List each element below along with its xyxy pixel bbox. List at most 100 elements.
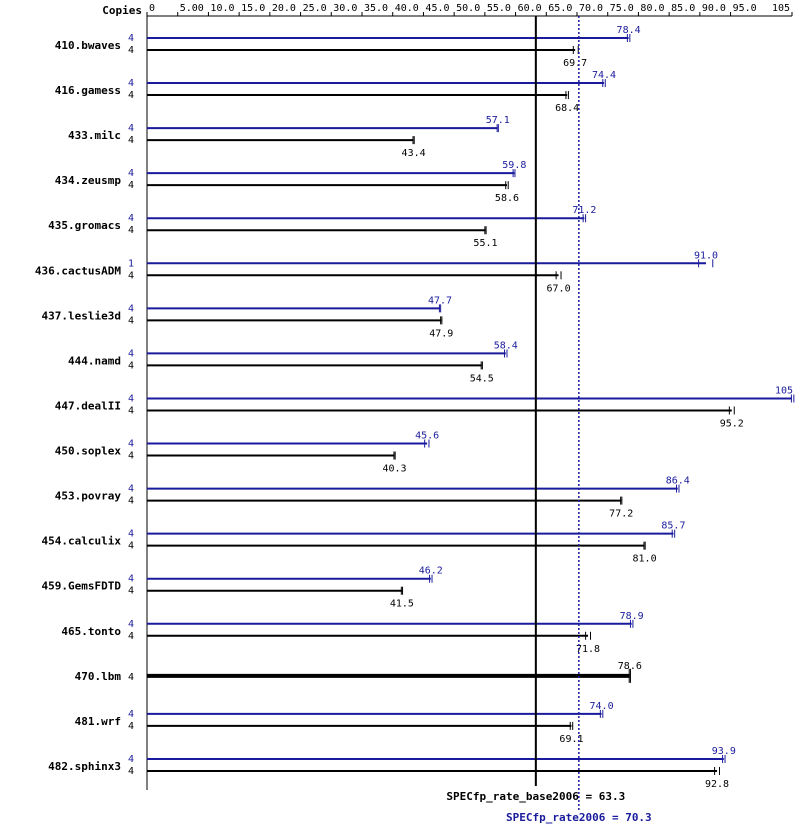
base-value-label: 69.1 bbox=[559, 734, 583, 745]
reference-lines: SPECfp_rate_base2006 = 63.3 SPECfp_rate20… bbox=[446, 16, 652, 824]
benchmark-label: 416.gamess bbox=[55, 84, 121, 97]
peak-value-label: 57.1 bbox=[486, 115, 510, 126]
base-value-label: 92.8 bbox=[705, 779, 729, 790]
peak-value-label: 78.4 bbox=[617, 25, 641, 36]
x-tick-label: 15.0 bbox=[241, 3, 265, 14]
base-value-label: 47.9 bbox=[429, 328, 453, 339]
copies-label: 4 bbox=[128, 348, 134, 359]
benchmark-label: 482.sphinx3 bbox=[48, 760, 121, 773]
x-tick-label: 50.0 bbox=[456, 3, 480, 14]
benchmark-label: 444.namd bbox=[68, 354, 121, 367]
peak-reference-label: SPECfp_rate2006 = 70.3 bbox=[506, 811, 652, 824]
base-value-label: 40.3 bbox=[383, 464, 407, 475]
benchmark-row: 470.lbm 4 78.6 bbox=[75, 661, 642, 683]
copies-label: 4 bbox=[128, 496, 134, 507]
benchmark-row: 447.dealII 4 105 4 95.2 bbox=[55, 385, 795, 429]
base-value-label: 77.2 bbox=[609, 509, 633, 520]
x-axis: 0 5.00 10.0 15.0 20.0 25.0 30.0 35.0 40.0 45.0 50.… bbox=[146, 3, 793, 790]
base-reference-label: SPECfp_rate_base2006 = 63.3 bbox=[446, 790, 625, 803]
benchmark-label: 454.calculix bbox=[42, 535, 122, 548]
peak-value-label: 47.7 bbox=[428, 295, 452, 306]
benchmark-row: 434.zeusmp 4 59.8 4 58.6 bbox=[55, 160, 527, 204]
peak-value-label: 74.0 bbox=[590, 701, 614, 712]
copies-label: 4 bbox=[128, 33, 134, 44]
peak-value-label: 105 bbox=[775, 385, 793, 396]
peak-value-label: 45.6 bbox=[415, 431, 439, 442]
copies-label: 4 bbox=[128, 541, 134, 552]
benchmark-row: 450.soplex 4 45.6 4 40.3 bbox=[55, 431, 439, 475]
benchmark-row: 459.GemsFDTD 4 46.2 4 41.5 bbox=[42, 566, 443, 610]
copies-label: 4 bbox=[128, 586, 134, 597]
base-value-label: 41.5 bbox=[390, 599, 414, 610]
copies-label: 4 bbox=[128, 439, 134, 450]
copies-label: 4 bbox=[128, 393, 134, 404]
copies-label: 4 bbox=[128, 405, 134, 416]
x-tick-label: 55.0 bbox=[487, 3, 511, 14]
base-value-label: 68.4 bbox=[555, 103, 579, 114]
benchmark-label: 437.leslie3d bbox=[42, 309, 121, 322]
x-tick-label: 40.0 bbox=[395, 3, 419, 14]
benchmark-row: 433.milc 4 57.1 4 43.4 bbox=[68, 115, 510, 159]
benchmark-row: 436.cactusADM 1 91.0 4 67.0 bbox=[35, 250, 718, 294]
base-value-label: 55.1 bbox=[473, 238, 497, 249]
benchmark-label: 436.cactusADM bbox=[35, 264, 121, 277]
benchmark-row: 465.tonto 4 78.9 4 71.8 bbox=[61, 611, 643, 655]
benchmark-label: 447.dealII bbox=[55, 399, 121, 412]
benchmark-label: 435.gromacs bbox=[48, 219, 121, 232]
copies-label: 4 bbox=[128, 709, 134, 720]
x-tick-label: 70.0 bbox=[579, 3, 603, 14]
x-tick-label: 35.0 bbox=[364, 3, 388, 14]
base-value-label: 95.2 bbox=[720, 418, 744, 429]
copies-label: 4 bbox=[128, 135, 134, 146]
benchmark-row: 482.sphinx3 4 93.9 4 92.8 bbox=[48, 746, 736, 790]
copies-label: 4 bbox=[128, 619, 134, 630]
copies-label: 4 bbox=[128, 451, 134, 462]
copies-label: 4 bbox=[128, 168, 134, 179]
copies-label: 4 bbox=[128, 484, 134, 495]
base-value-label: 71.8 bbox=[576, 644, 600, 655]
benchmark-label: 470.lbm bbox=[75, 670, 122, 683]
base-value-label: 43.4 bbox=[402, 148, 426, 159]
base-value-label: 58.6 bbox=[495, 193, 519, 204]
peak-value-label: 74.4 bbox=[592, 70, 616, 81]
benchmark-row: 481.wrf 4 74.0 4 69.1 bbox=[75, 701, 614, 745]
copies-label: 4 bbox=[128, 574, 134, 585]
copies-label: 4 bbox=[128, 754, 134, 765]
peak-value-label: 59.8 bbox=[502, 160, 526, 171]
x-tick-label: 95.0 bbox=[733, 3, 757, 14]
peak-value-label: 93.9 bbox=[712, 746, 736, 757]
benchmark-rows: 410.bwaves 4 78.4 4 69.7 416.gamess 4 74.4 4 68.4… bbox=[35, 25, 795, 790]
peak-value-label: 91.0 bbox=[694, 250, 718, 261]
benchmark-row: 454.calculix 4 85.7 4 81.0 bbox=[42, 521, 686, 565]
x-tick-label: 5.00 bbox=[180, 3, 204, 14]
benchmark-label: 459.GemsFDTD bbox=[42, 580, 122, 593]
benchmark-row: 435.gromacs 4 71.2 4 55.1 bbox=[48, 205, 596, 249]
x-tick-label: 20.0 bbox=[272, 3, 296, 14]
benchmark-label: 481.wrf bbox=[75, 715, 121, 728]
peak-value-label: 71.2 bbox=[572, 205, 596, 216]
copies-label: 4 bbox=[128, 270, 134, 281]
copies-label: 4 bbox=[128, 766, 134, 777]
x-tick-label: 10.0 bbox=[210, 3, 234, 14]
benchmark-row: 416.gamess 4 74.4 4 68.4 bbox=[55, 70, 616, 114]
peak-value-label: 85.7 bbox=[661, 521, 685, 532]
copies-label: 4 bbox=[128, 529, 134, 540]
x-tick-label: 30.0 bbox=[333, 3, 357, 14]
benchmark-label: 453.povray bbox=[55, 490, 122, 503]
copies-label: 4 bbox=[128, 303, 134, 314]
copies-label: 4 bbox=[128, 225, 134, 236]
benchmark-row: 453.povray 4 86.4 4 77.2 bbox=[55, 476, 690, 520]
benchmark-row: 437.leslie3d 4 47.7 4 47.9 bbox=[42, 295, 454, 339]
peak-value-label: 58.4 bbox=[494, 340, 518, 351]
copies-label: 4 bbox=[128, 631, 134, 642]
copies-label: 4 bbox=[128, 123, 134, 134]
x-tick-label: 0 bbox=[149, 3, 155, 14]
benchmark-label: 450.soplex bbox=[55, 445, 122, 458]
copies-label: 4 bbox=[128, 78, 134, 89]
x-tick-label: 90.0 bbox=[702, 3, 726, 14]
x-tick-label: 105 bbox=[772, 3, 790, 14]
x-tick-label: 80.0 bbox=[640, 3, 664, 14]
x-tick-label: 65.0 bbox=[548, 3, 572, 14]
peak-value-label: 46.2 bbox=[419, 566, 443, 577]
